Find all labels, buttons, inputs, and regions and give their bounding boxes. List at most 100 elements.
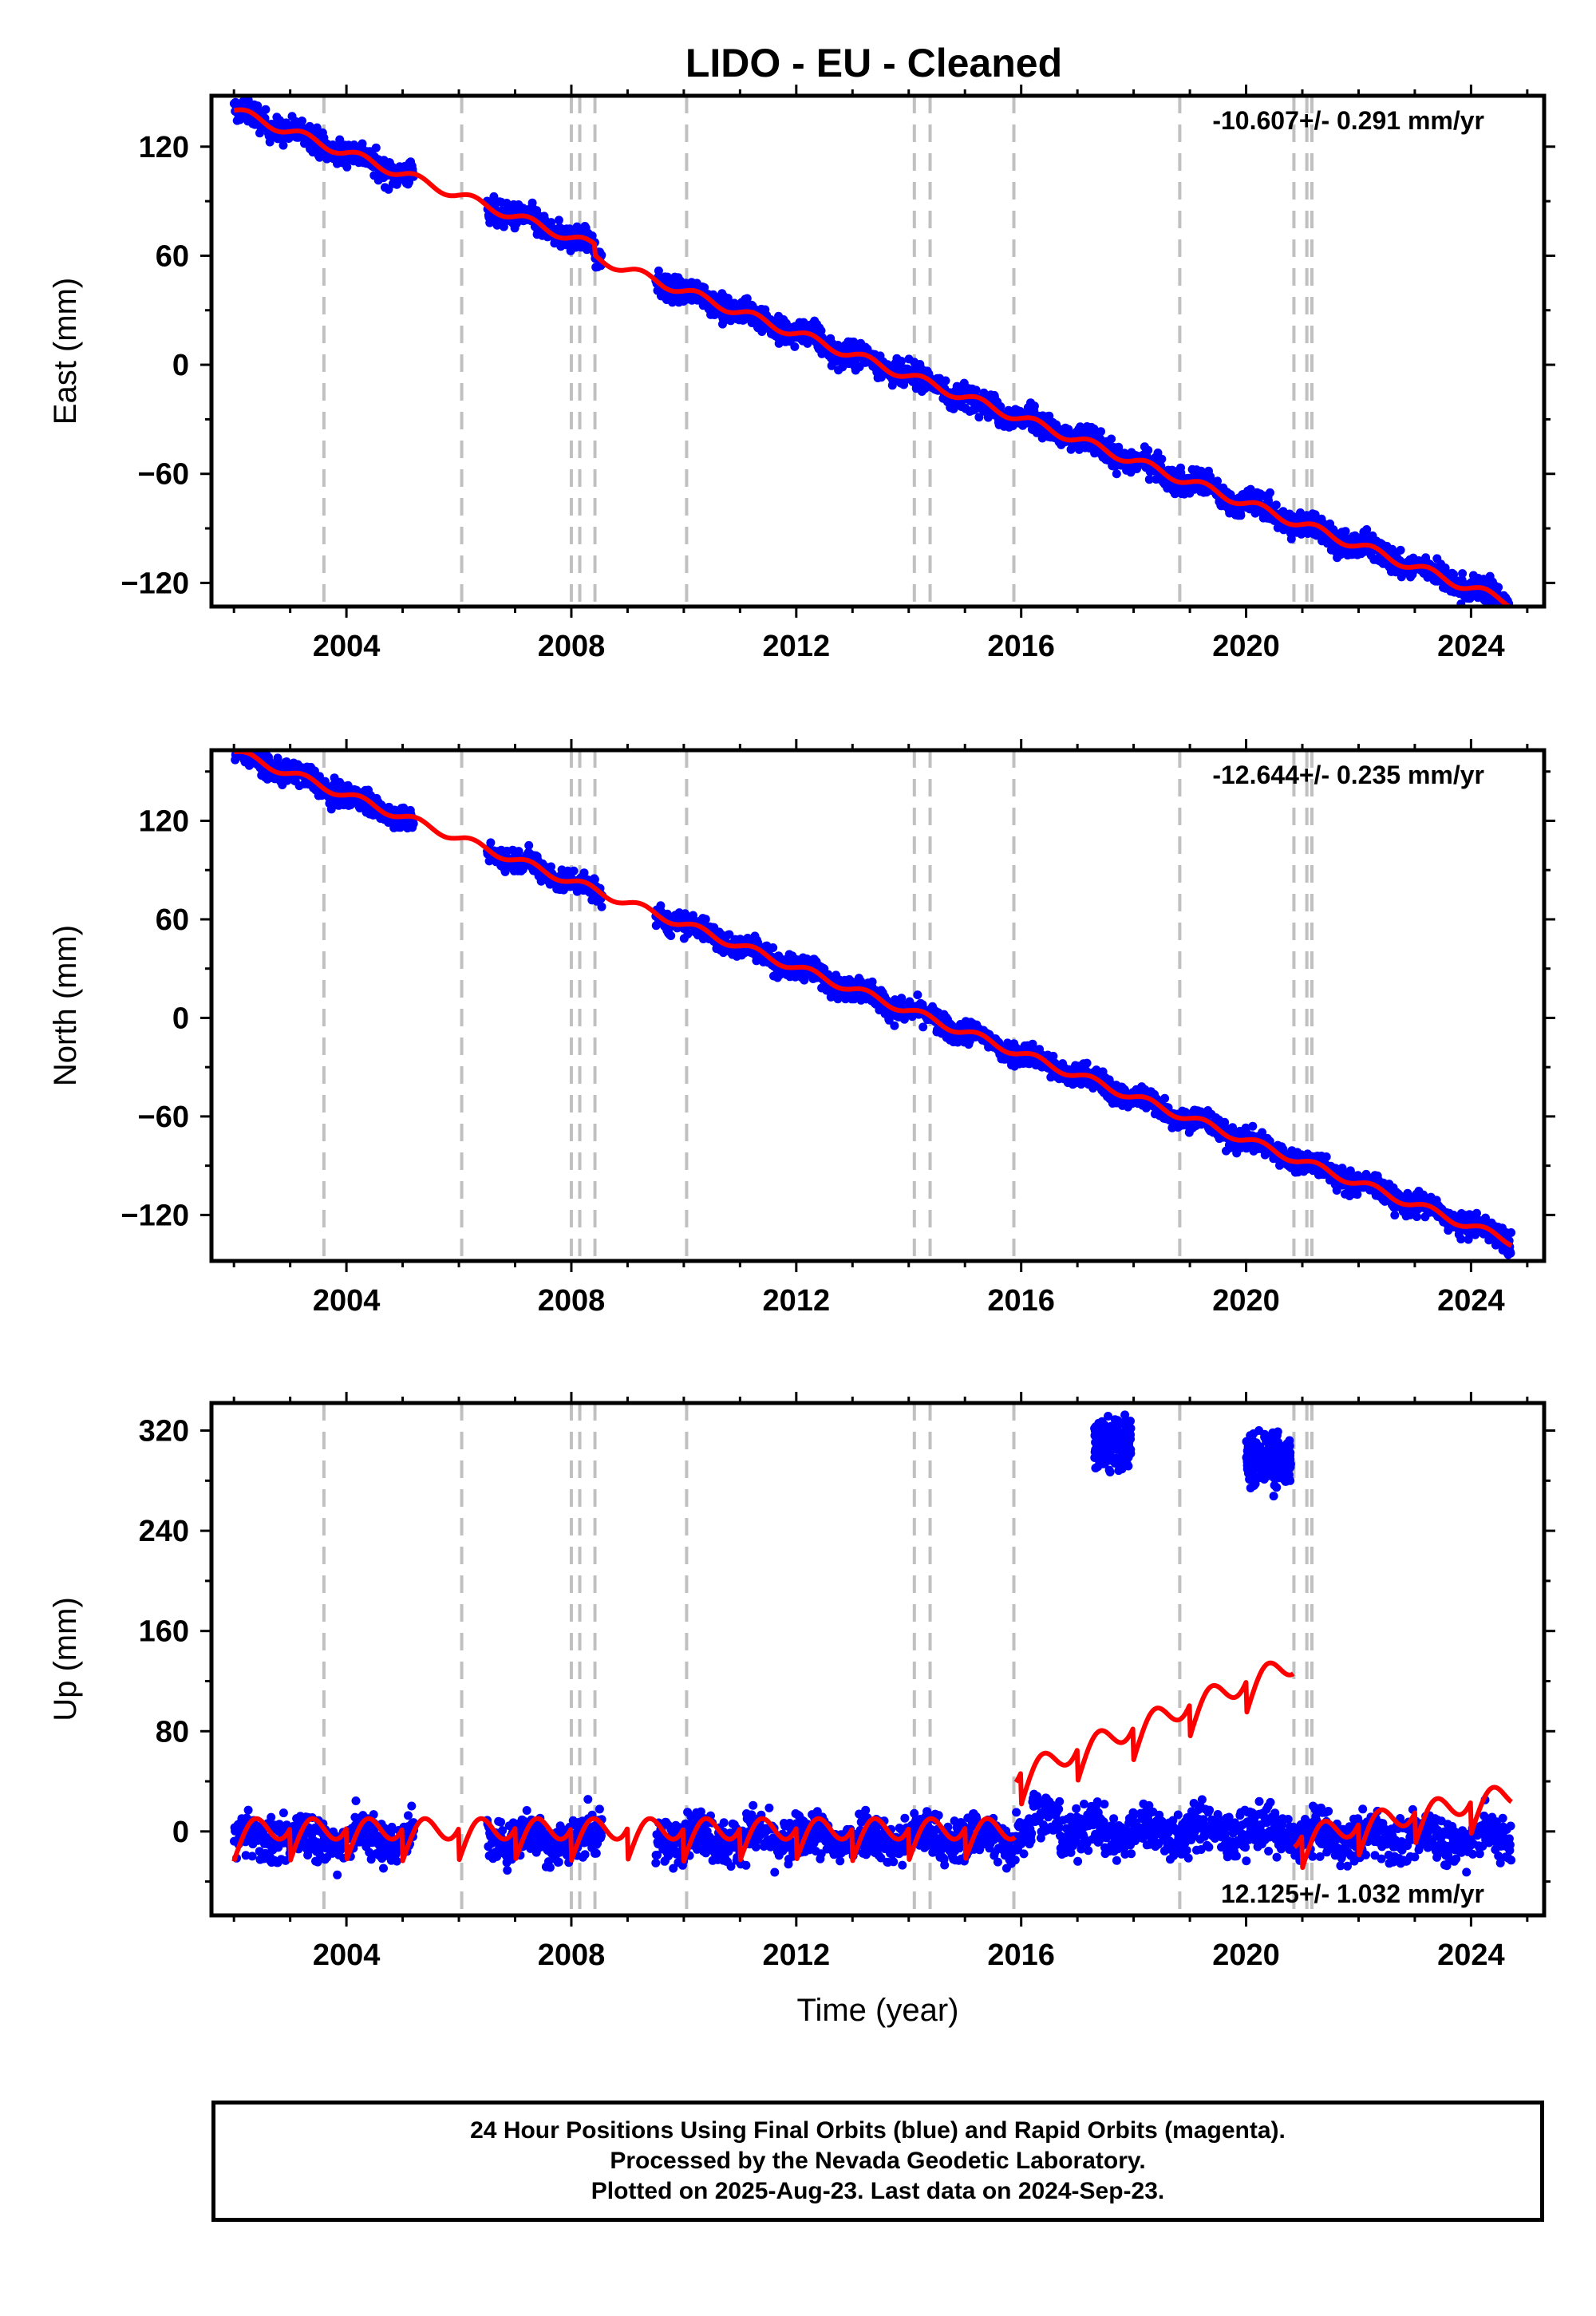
data-point — [913, 990, 922, 1000]
panels: 2004 2008 2012 2016 2020 2024 120 60 0 −60 −120 Eas… — [48, 85, 1555, 2028]
data-point — [1157, 454, 1167, 464]
x-tick-label: 2008 — [538, 1284, 606, 1318]
x-tick-label: 2016 — [987, 1284, 1055, 1318]
data-point — [1321, 1152, 1331, 1161]
data-point — [1286, 534, 1296, 543]
data-point — [1266, 488, 1274, 497]
x-tick-label: 2004 — [313, 630, 381, 663]
x-tick-label: 2024 — [1437, 1284, 1505, 1318]
data-point — [1144, 445, 1153, 455]
data-point — [239, 738, 248, 747]
data-point — [1458, 569, 1468, 579]
x-tick-label: 2020 — [1212, 1284, 1280, 1318]
y-tick-label: −120 — [120, 567, 189, 600]
y-axis-label: East (mm) — [48, 278, 83, 425]
data-point — [1396, 545, 1405, 555]
data-point — [1144, 475, 1154, 484]
rate-annotation: -12.644+/- 0.235 mm/yr — [1212, 761, 1484, 789]
data-point — [261, 105, 271, 114]
data-point — [241, 740, 250, 749]
data-point — [654, 266, 663, 275]
data-point — [890, 1021, 899, 1030]
x-tick-label: 2004 — [313, 1284, 381, 1318]
x-tick-label: 2012 — [763, 630, 831, 663]
points-north — [231, 738, 1516, 1259]
data-point — [486, 838, 496, 848]
y-tick-label: −60 — [138, 458, 189, 492]
data-point — [524, 840, 534, 850]
y-tick-label: 120 — [139, 804, 189, 838]
points-up — [230, 1410, 1516, 1879]
y-tick-label: 120 — [139, 131, 189, 164]
data-point — [1029, 401, 1039, 411]
data-point — [1236, 511, 1246, 520]
data-point — [1494, 583, 1503, 592]
data-point — [1499, 609, 1507, 618]
data-point — [255, 128, 264, 138]
data-point — [569, 866, 579, 875]
x-tick-label: 2016 — [987, 630, 1055, 663]
y-tick-label: −120 — [120, 1199, 189, 1232]
x-tick-label: 2008 — [538, 630, 606, 663]
x-tick-label: 2024 — [1437, 630, 1505, 663]
frame-east — [209, 93, 1547, 609]
data-point — [409, 819, 418, 828]
data-point — [666, 931, 676, 940]
data-point — [996, 402, 1005, 411]
data-point — [897, 357, 906, 366]
data-point — [312, 123, 322, 132]
data-point — [1096, 427, 1105, 437]
plot-area-east — [229, 96, 1515, 618]
panel-east: 2004 2008 2012 2016 2020 2024 120 60 0 −60 −120 Eas… — [48, 85, 1555, 663]
data-point — [342, 162, 352, 172]
y-tick-label: 60 — [156, 903, 189, 937]
data-point — [267, 1812, 276, 1822]
data-point — [1341, 527, 1350, 536]
data-point — [1412, 1212, 1422, 1222]
data-point — [273, 753, 282, 763]
data-point — [565, 224, 575, 234]
data-point — [1390, 1211, 1400, 1220]
data-point — [597, 902, 606, 911]
points-east — [229, 96, 1515, 618]
data-point — [941, 376, 950, 385]
data-point — [243, 1805, 253, 1815]
data-point — [700, 283, 709, 292]
data-point — [1248, 1121, 1258, 1131]
data-point — [1213, 476, 1222, 486]
y-tick-label: 0 — [172, 349, 189, 382]
plot-area-up — [230, 1403, 1516, 1915]
data-point — [768, 943, 778, 952]
data-point — [742, 294, 752, 303]
data-point — [974, 413, 984, 422]
data-point — [243, 739, 252, 748]
y-tick-label: 0 — [172, 1002, 189, 1035]
y-tick-label: 60 — [156, 239, 189, 273]
data-point — [298, 117, 306, 125]
data-point — [315, 152, 324, 162]
data-point — [1107, 434, 1116, 444]
data-point — [1362, 525, 1372, 534]
data-point — [1112, 469, 1121, 479]
data-point — [554, 215, 563, 225]
rate-annotation: -10.607+/- 0.291 mm/yr — [1212, 106, 1484, 135]
data-point — [1160, 1093, 1170, 1103]
data-point — [1507, 1228, 1516, 1237]
model-line-east — [232, 107, 1513, 607]
data-point — [816, 326, 826, 335]
data-point — [1506, 1248, 1515, 1258]
x-tick-label: 2020 — [1212, 630, 1280, 663]
panel-north: 2004 2008 2012 2016 2020 2024120600−60−120Nor… — [48, 738, 1555, 1318]
data-point — [1271, 500, 1281, 510]
data-point — [790, 342, 800, 351]
data-point — [502, 199, 512, 207]
data-point — [867, 977, 877, 986]
y-axis-label: North (mm) — [48, 925, 83, 1086]
data-point — [358, 139, 367, 148]
data-point — [1082, 1058, 1092, 1068]
data-point — [701, 915, 710, 924]
data-point — [971, 385, 981, 395]
chart-title: LIDO - EU - Cleaned — [685, 41, 1062, 85]
